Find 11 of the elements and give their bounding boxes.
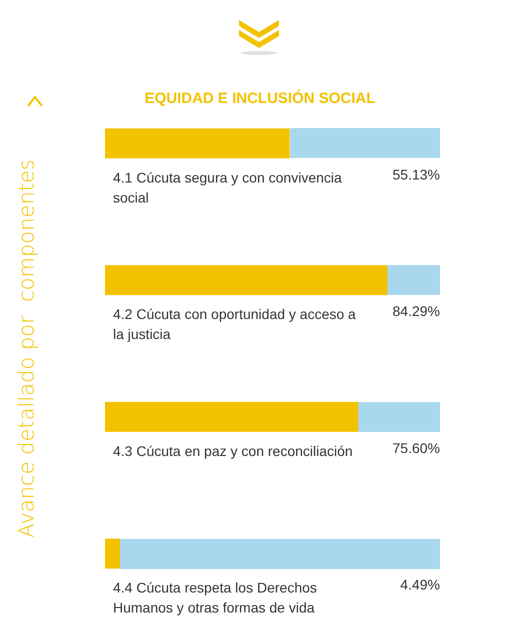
y-axis-title: Avance detallado por componentes (14, 159, 38, 538)
data-label: 75.60% (392, 440, 440, 456)
chart-title: EQUIDAD E INCLUSIÓN SOCIAL (144, 89, 376, 107)
bar (105, 538, 120, 569)
data-label: 84.29% (392, 303, 440, 320)
data-label: 55.13% (392, 166, 440, 182)
data-label: 4.49% (400, 576, 440, 593)
y-tick-label: 4.2 Cúcuta con oportunidad y acceso a la justicia (113, 306, 360, 342)
y-tick-label: 4.3 Cúcuta en paz y con reconciliación (113, 442, 353, 459)
y-tick-label: 4.4 Cúcuta respeta los Derechos Humanos y otras formas de vida (113, 580, 321, 616)
y-tick-label: 4.1 Cúcuta segura y con convivencia social (113, 169, 346, 206)
